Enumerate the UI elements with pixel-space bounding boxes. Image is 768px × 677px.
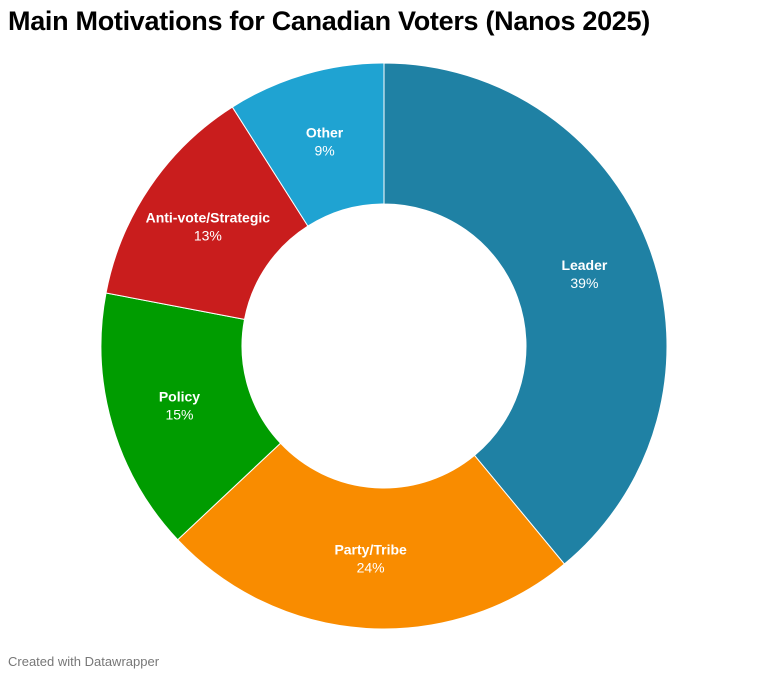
slice-label-party-tribe: Party/Tribe [334, 542, 407, 558]
slice-value-leader: 39% [570, 275, 598, 291]
slice-value-party-tribe: 24% [357, 560, 385, 576]
slice-anti-vote-strategic [105, 106, 309, 320]
slice-policy [100, 292, 282, 541]
slice-label-leader: Leader [561, 257, 607, 273]
chart-title: Main Motivations for Canadian Voters (Na… [8, 6, 650, 36]
slice-value-policy: 15% [165, 406, 193, 422]
slice-value-anti-vote-strategic: 13% [194, 227, 222, 243]
slice-value-other: 9% [314, 142, 334, 158]
slice-label-other: Other [306, 124, 344, 140]
labels-group: Leader 39% Party/Tribe 24% Policy 15% Anti-vot… [146, 124, 608, 575]
slice-label-policy: Policy [159, 388, 200, 404]
slice-label-anti-vote-strategic: Anti-vote/Strategic [146, 209, 271, 225]
slice-other [231, 62, 385, 227]
slice-leader [383, 62, 668, 565]
slice-party-tribe [176, 442, 566, 630]
footer-credit: Created with Datawrapper [8, 654, 160, 669]
slices-group [100, 62, 668, 630]
